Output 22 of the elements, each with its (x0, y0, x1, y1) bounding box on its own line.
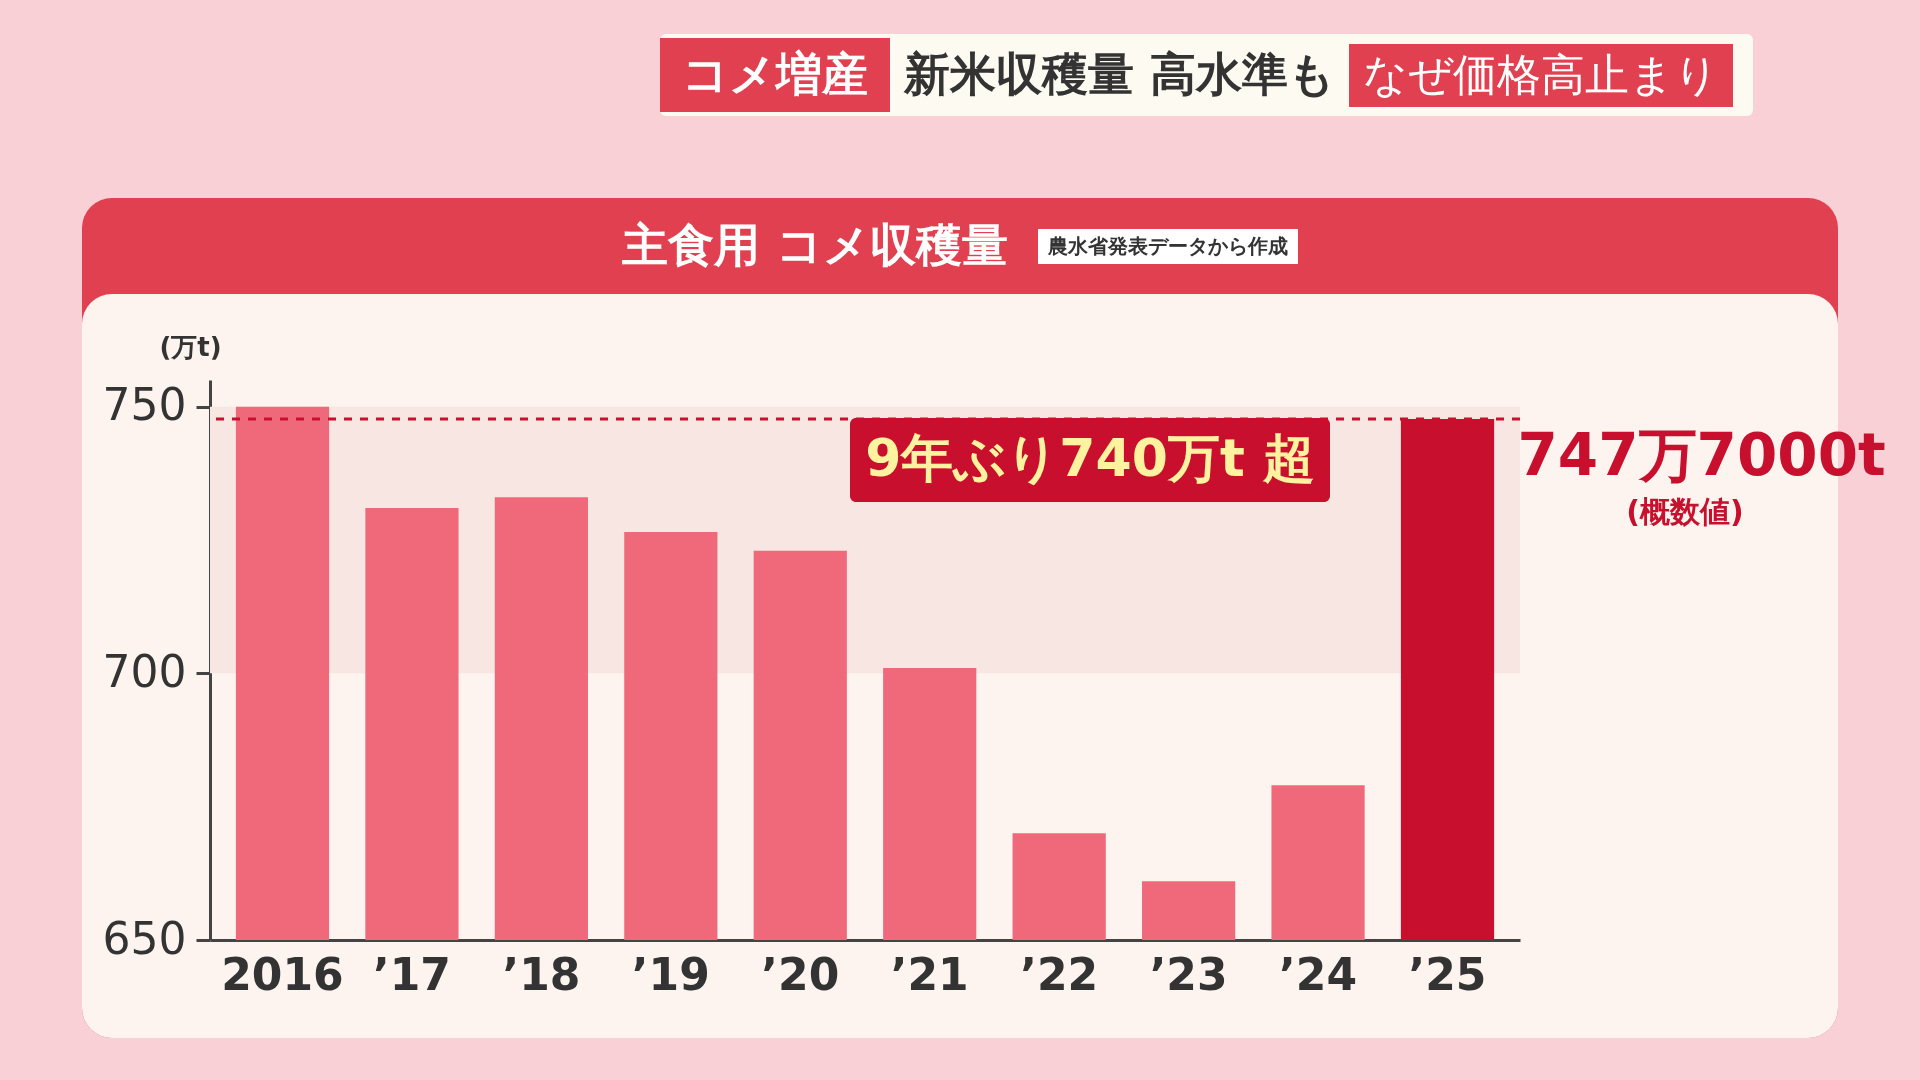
x-tick-label: ’25 (1408, 948, 1487, 1000)
text: 新米収穫量 高水準も (904, 46, 1336, 103)
x-tick-label: ’23 (1149, 948, 1228, 1000)
chart-title: 主食用 コメ収穫量 (621, 217, 1008, 274)
x-tick-label: ’24 (1279, 948, 1358, 1000)
text: なぜ価格高止まり (1349, 43, 1734, 107)
annotation: 747万7000t (1517, 420, 1886, 489)
y-axis-title: (万t) (159, 331, 222, 362)
x-tick-label: ’21 (890, 948, 969, 1000)
chart-subtitle: 農水省発表データから作成 (1038, 228, 1298, 264)
y-tick-label: 750 (102, 379, 187, 431)
y-tick-label: 650 (102, 912, 187, 964)
annotation: 9年ぶり740万t 超 (865, 428, 1315, 488)
x-tick-label: ’20 (761, 948, 840, 1000)
x-tick-label: ’19 (631, 948, 710, 1000)
y-tick-label: 700 (102, 645, 187, 697)
x-tick-label: ’18 (502, 948, 581, 1000)
x-tick-label: 2016 (221, 948, 344, 1000)
text: (概数値) (1626, 494, 1744, 529)
text: コメ増産 (660, 38, 890, 112)
x-tick-label: ’17 (372, 948, 451, 1000)
x-tick-label: ’22 (1020, 948, 1099, 1000)
